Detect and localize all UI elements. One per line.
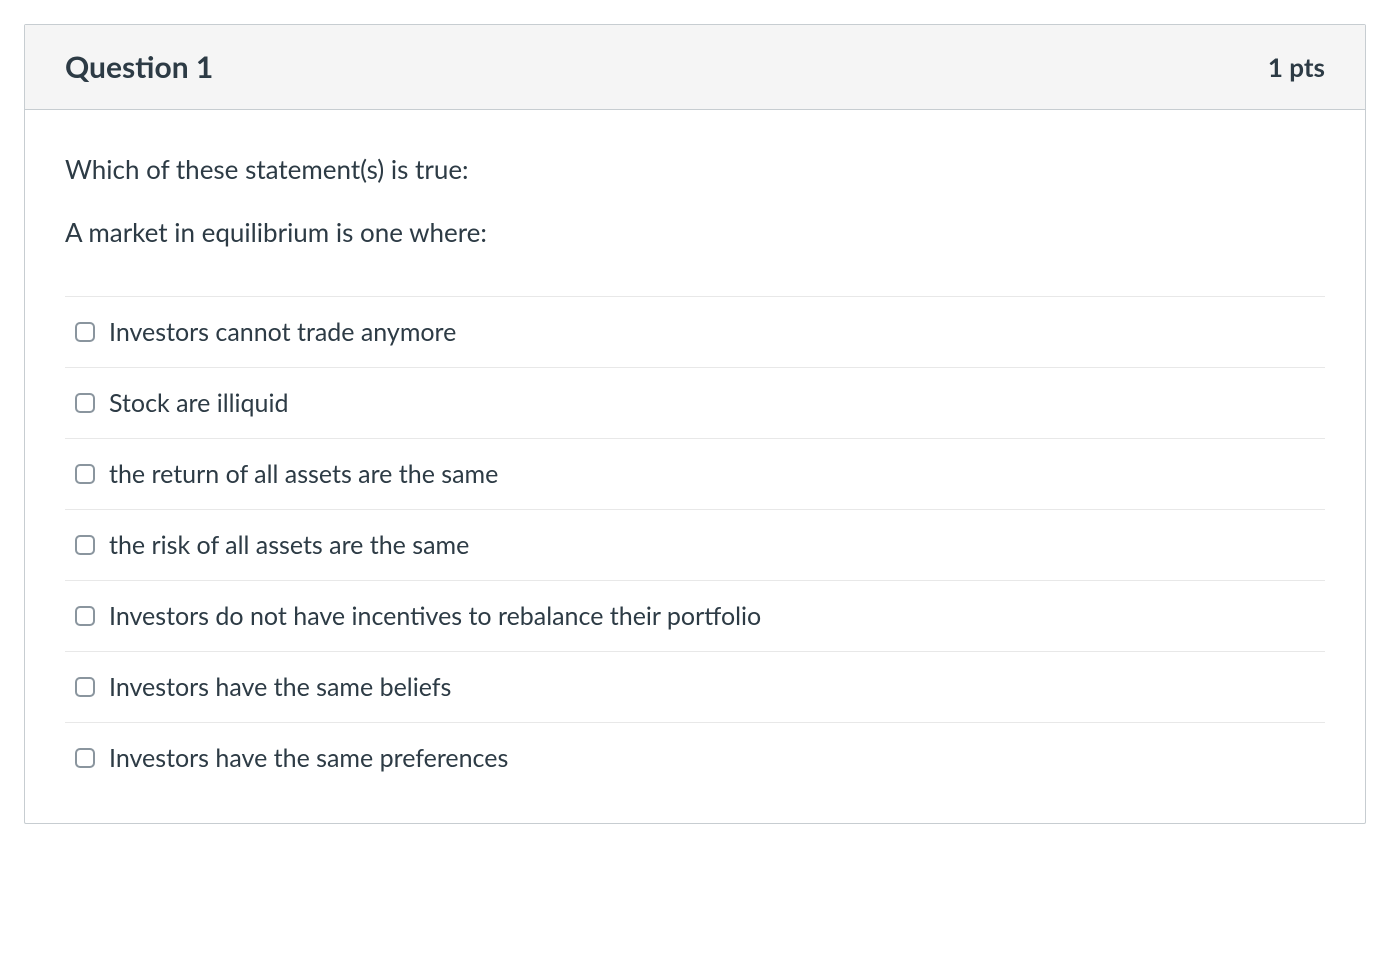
answer-checkbox[interactable] (75, 322, 95, 342)
answer-checkbox[interactable] (75, 748, 95, 768)
answer-list: Investors cannot trade anymore Stock are… (65, 296, 1325, 793)
question-subprompt: A market in equilibrium is one where: (65, 213, 1325, 252)
answer-row[interactable]: Investors have the same preferences (65, 723, 1325, 793)
answer-checkbox[interactable] (75, 606, 95, 626)
answer-checkbox[interactable] (75, 464, 95, 484)
answer-label: Investors have the same preferences (109, 743, 508, 773)
question-title: Question 1 (65, 49, 213, 85)
answer-checkbox[interactable] (75, 677, 95, 697)
answer-row[interactable]: Investors have the same beliefs (65, 652, 1325, 723)
answer-label: Investors have the same beliefs (109, 672, 451, 702)
answer-row[interactable]: Investors do not have incentives to reba… (65, 581, 1325, 652)
answer-row[interactable]: Investors cannot trade anymore (65, 297, 1325, 368)
answer-label: the risk of all assets are the same (109, 530, 469, 560)
answer-label: the return of all assets are the same (109, 459, 498, 489)
answer-row[interactable]: the risk of all assets are the same (65, 510, 1325, 581)
answer-label: Investors do not have incentives to reba… (109, 601, 761, 631)
answer-row[interactable]: the return of all assets are the same (65, 439, 1325, 510)
question-header: Question 1 1 pts (25, 25, 1365, 110)
answer-checkbox[interactable] (75, 393, 95, 413)
question-card: Question 1 1 pts Which of these statemen… (24, 24, 1366, 824)
answer-checkbox[interactable] (75, 535, 95, 555)
question-body: Which of these statement(s) is true: A m… (25, 110, 1365, 823)
question-prompt: Which of these statement(s) is true: (65, 150, 1325, 189)
answer-row[interactable]: Stock are illiquid (65, 368, 1325, 439)
question-points: 1 pts (1268, 51, 1325, 83)
answer-label: Stock are illiquid (109, 388, 288, 418)
answer-label: Investors cannot trade anymore (109, 317, 456, 347)
